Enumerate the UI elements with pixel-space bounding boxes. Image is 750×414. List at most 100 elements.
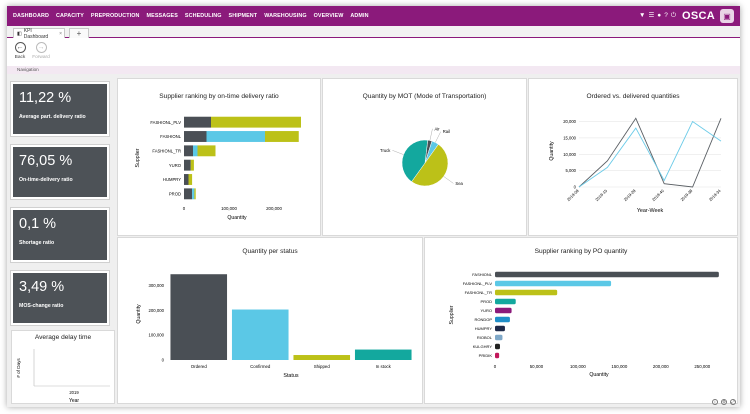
category-label: RONDOP (474, 317, 492, 322)
tab-kpi-dashboard[interactable]: ◧ KPI Dashboard × (13, 28, 65, 40)
kpi-card-mos-change: 3,49 % MOS-change ratio (10, 270, 110, 326)
bar (184, 159, 191, 171)
close-tab-icon[interactable]: × (59, 30, 62, 37)
x-axis-label: Status (283, 373, 299, 379)
series-line (578, 120, 722, 188)
x-tick-label: 2019-40 (651, 188, 665, 202)
average-delay-title: Average delay time (34, 334, 92, 341)
delay-xlabel: Year (69, 398, 79, 404)
kpi-value: 76,05 % (19, 153, 73, 169)
bar (190, 159, 194, 171)
category-label: PROD (169, 192, 181, 197)
nav-item-preproduction[interactable]: PREPRODUCTION (90, 13, 140, 19)
chart-title: Supplier ranking by PO quantity (534, 248, 628, 255)
forward-button[interactable]: → Forward (30, 42, 52, 60)
pie-slice (411, 143, 449, 187)
user-icon[interactable]: ● (657, 12, 662, 19)
x-tick-label: 2019-08 (566, 188, 580, 202)
supplier-po-chart: FASHIONL FASHIONL_PLV FASHIONL_TR PROD YURO R… (449, 271, 719, 378)
back-button[interactable]: ← Back (9, 42, 31, 60)
y-tick-label: 0 (162, 358, 165, 363)
delay-tick: 2019 (69, 390, 79, 395)
bar (192, 188, 195, 200)
forward-arrow-icon: → (35, 42, 47, 53)
app-window: DASHBOARD CAPACITY PREPRODUCTION MESSAGES SC… (7, 6, 740, 407)
slice-leader-line (443, 176, 454, 184)
bar (206, 131, 265, 142)
bar (184, 174, 189, 185)
category-label: FASHIONL_TR (465, 290, 492, 295)
kpi-label: Average part. delivery ratio (19, 114, 86, 120)
kpi-label: On-time-delivery ratio (19, 177, 73, 183)
nav-item-capacity[interactable]: CAPACITY (55, 13, 84, 19)
category-label: FASHIONL_PLV (463, 281, 493, 286)
nav-item-scheduling[interactable]: SCHEDULING (184, 13, 222, 19)
supplier-on-time-chart: FASHIONL_PLV FASHIONL FASHIONL_TR YURO HUMPR… (135, 116, 301, 221)
avatar[interactable]: ▣ (720, 9, 734, 23)
bar (495, 280, 612, 287)
x-tick-label: 2019-34 (708, 188, 722, 202)
nav-item-admin[interactable]: ADMIN (350, 13, 369, 19)
filter-icon[interactable]: ▼ (639, 12, 646, 19)
x-tick-label: Shipped (314, 364, 331, 369)
mot-panel: Quantity by MOT (Mode of Transportation)… (322, 78, 527, 236)
category-label: HUMPRY (163, 177, 181, 182)
add-tab-button[interactable]: + (69, 28, 89, 38)
bar (495, 307, 512, 314)
nav-item-dashboard[interactable]: DASHBOARD (13, 13, 49, 19)
bar (170, 274, 228, 360)
chart-title: Quantity per status (242, 248, 298, 255)
fullscreen-icon[interactable]: ⤢ (730, 399, 736, 405)
forward-label: Forward (32, 55, 50, 60)
nav-item-overview[interactable]: OVERVIEW (313, 13, 344, 19)
quantity-status-panel: Quantity per status 0 100,000 200,000 300,0… (117, 237, 423, 404)
list-icon[interactable]: ☰ (648, 12, 655, 19)
x-tick-label: 0 (494, 364, 497, 369)
y-axis-label: Supplier (449, 305, 455, 324)
bar (193, 145, 198, 157)
category-label: YURO (169, 163, 182, 168)
slice-leader-line (435, 131, 441, 143)
bar (265, 131, 299, 142)
nav-item-warehousing[interactable]: WAREHOUSING (264, 13, 307, 19)
bar (231, 309, 289, 360)
y-tick-label: 100,000 (148, 333, 164, 338)
quantity-status-chart: 0 100,000 200,000 300,000 Ordered Confirmed Sh… (136, 274, 412, 379)
x-tick-label: 100,000 (570, 364, 586, 369)
info-icon[interactable]: i (712, 399, 718, 405)
bar (293, 355, 351, 360)
y-tick-label: 10,000 (563, 152, 576, 157)
settings-icon[interactable]: ⚙ (721, 399, 727, 405)
bar (188, 174, 193, 185)
power-icon[interactable]: ⏻ (670, 12, 677, 19)
y-axis-label: Quantity (549, 141, 555, 161)
kpi-card-partial-delivery: 11,22 % Average part. delivery ratio (10, 81, 110, 137)
x-tick-label: Confirmed (250, 364, 271, 369)
top-navigation: DASHBOARD CAPACITY PREPRODUCTION MESSAGES SC… (7, 6, 740, 26)
bar (211, 116, 301, 128)
y-axis-label: Quantity (136, 304, 142, 324)
navigation-strip: Navigation (7, 66, 740, 74)
category-label: HUMPRY (475, 326, 493, 331)
bar (194, 188, 196, 200)
x-tick-label: 2019-28 (623, 188, 637, 202)
bar (184, 188, 193, 200)
category-label: FASHIONL_TR (152, 149, 181, 154)
x-tick-label: 150,000 (611, 364, 627, 369)
bar (495, 289, 558, 296)
osca-logo: OSCA (682, 10, 715, 22)
y-tick-label: 15,000 (563, 135, 576, 140)
category-label: FASHIONL (472, 272, 493, 277)
x-tick-label: 2019-38 (679, 188, 693, 202)
y-tick-label: 200,000 (148, 308, 164, 313)
x-axis-label: Quantity (227, 215, 247, 221)
category-label: FASHIONL (160, 134, 181, 139)
help-icon[interactable]: ? (664, 12, 668, 19)
series-line (578, 117, 722, 188)
bar (197, 145, 216, 157)
nav-item-shipment[interactable]: SHIPMENT (228, 13, 258, 19)
bar (184, 131, 207, 142)
supplier-on-time-panel: Supplier ranking by on-time delivery rat… (117, 78, 321, 236)
nav-item-messages[interactable]: MESSAGES (146, 13, 178, 19)
navigation-label: Navigation (17, 67, 39, 72)
